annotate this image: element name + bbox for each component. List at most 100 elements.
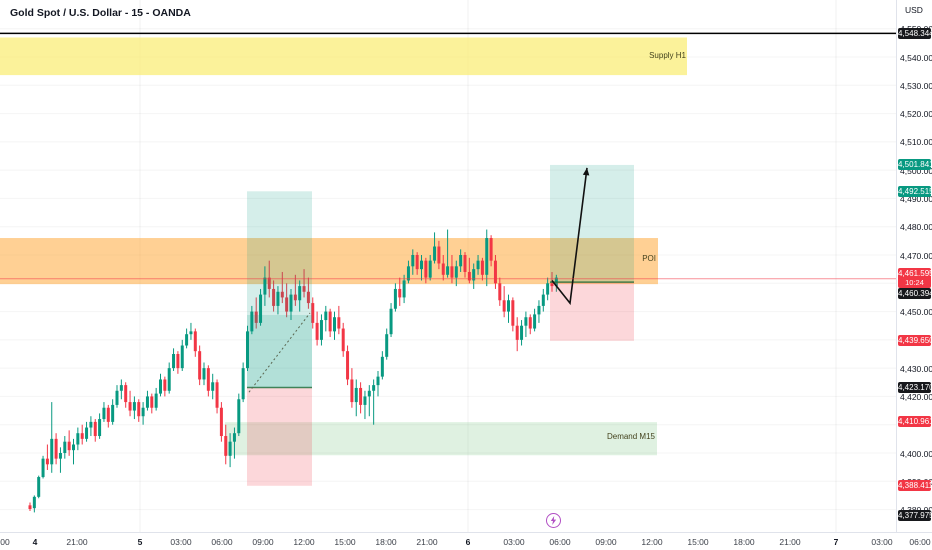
candle-body (58, 453, 62, 459)
candle-body (533, 314, 537, 329)
candle-body (250, 311, 254, 332)
price-axis-label: 4,420.000 (900, 391, 932, 402)
time-axis-label: 03:00 (871, 537, 893, 547)
price-badge-alert-level: 4,410.961 (898, 416, 932, 428)
chart-pane[interactable]: Gold Spot / U.S. Dollar - 15 - OANDA Sup… (0, 0, 896, 532)
time-axis-label: 03:00 (170, 537, 192, 547)
symbol-title[interactable]: Gold Spot / U.S. Dollar - 15 - OANDA (10, 7, 191, 19)
candle-body (237, 399, 241, 434)
demand-m15-zone (225, 422, 657, 456)
candle-body (328, 311, 332, 332)
candle-body (354, 387, 358, 403)
candle-body (102, 407, 106, 420)
candle-body (346, 351, 350, 380)
candle-body (137, 402, 141, 417)
price-axis-label: 4,490.000 (900, 193, 932, 204)
candle-body (441, 263, 445, 275)
economic-event-icon[interactable] (546, 513, 561, 528)
supply-h1-zone (0, 37, 687, 76)
candle-body (241, 368, 245, 400)
candle-body (333, 317, 336, 332)
price-axis-label: 4,540.000 (900, 52, 932, 63)
candle-body (324, 311, 328, 321)
candle-body (350, 379, 354, 403)
candle-body (272, 288, 276, 306)
candle-body (528, 317, 532, 329)
candle-body (28, 505, 32, 510)
time-axis-label: 18:00 (733, 537, 755, 547)
time-axis-label: 09:00 (252, 537, 274, 547)
candle-body (67, 441, 71, 451)
candle-body (376, 376, 380, 386)
candle-body (115, 390, 119, 405)
candle-body (41, 458, 45, 478)
candlestick-plot[interactable] (0, 0, 896, 532)
time-axis-label: 15:00 (334, 537, 356, 547)
candle-body (380, 356, 384, 377)
long-position-1-inner-demand (247, 314, 312, 388)
candle-body (45, 458, 49, 465)
price-badge-target-pos1: 4,492.515 (898, 185, 932, 197)
candle-body (206, 368, 210, 391)
candle-body (228, 441, 232, 456)
time-axis-label: 06:00 (549, 537, 571, 547)
candle-body (359, 387, 363, 405)
candle-body (498, 283, 502, 301)
price-axis-currency: USD (905, 5, 923, 15)
price-axis-label: 4,470.000 (900, 250, 932, 261)
candle-body (520, 325, 524, 340)
candle-body (311, 303, 315, 323)
time-axis-label: 21:00 (66, 537, 88, 547)
candle-body (159, 379, 162, 394)
long-position-1-loss-box (247, 387, 312, 486)
candle-body (93, 421, 97, 437)
candle-body (246, 331, 249, 369)
candle-body (211, 382, 215, 391)
candle-body (202, 368, 206, 380)
candle-body (128, 402, 132, 411)
candle-body (459, 255, 463, 267)
candle-body (363, 396, 367, 405)
price-axis[interactable]: USD 4,550.0004,540.0004,530.0004,520.000… (896, 0, 932, 532)
price-axis-label: 4,450.000 (900, 307, 932, 318)
candle-body (176, 354, 180, 369)
price-badge-entry-pos1: 4,423.170 (898, 381, 932, 393)
candle-body (415, 255, 419, 270)
candle-body (167, 368, 171, 391)
candle-body (480, 260, 484, 275)
candle-body (141, 407, 145, 417)
candle-body (32, 496, 36, 509)
candle-body (389, 308, 393, 335)
candle-body (306, 291, 310, 304)
candle-body (493, 260, 497, 284)
candle-body (54, 438, 58, 459)
candle-body (450, 266, 454, 278)
candle-body (393, 288, 397, 309)
price-badge-stop-pos1: 4,388.411 (898, 480, 932, 492)
candle-body (485, 238, 489, 275)
candle-body (193, 331, 197, 352)
long-position-1-trendline (248, 312, 311, 393)
candle-body (372, 385, 376, 391)
candle-body (302, 286, 306, 292)
candle-body (463, 255, 467, 272)
time-axis-day-label: 6 (465, 537, 471, 547)
candle-body (402, 280, 406, 298)
long-position-1-profit-box (247, 191, 312, 388)
candle-body (541, 294, 545, 306)
price-axis-label: 4,530.000 (900, 80, 932, 91)
candle-body (446, 266, 450, 275)
candle-body (37, 477, 41, 497)
time-axis[interactable]: 00 4 21:00 5 03:00 06:00 09:00 12:00 15:00 18:00 2… (0, 532, 932, 550)
time-axis-day-label: 5 (137, 537, 143, 547)
candle-body (428, 260, 432, 278)
candle-body (63, 441, 67, 453)
time-axis-label: 09:00 (595, 537, 617, 547)
time-axis-label: 06:00 (909, 537, 931, 547)
candle-body (263, 277, 267, 295)
time-axis-label: 12:00 (641, 537, 663, 547)
time-axis-label: 15:00 (687, 537, 709, 547)
candle-body (185, 334, 189, 346)
candle-body (537, 305, 541, 315)
